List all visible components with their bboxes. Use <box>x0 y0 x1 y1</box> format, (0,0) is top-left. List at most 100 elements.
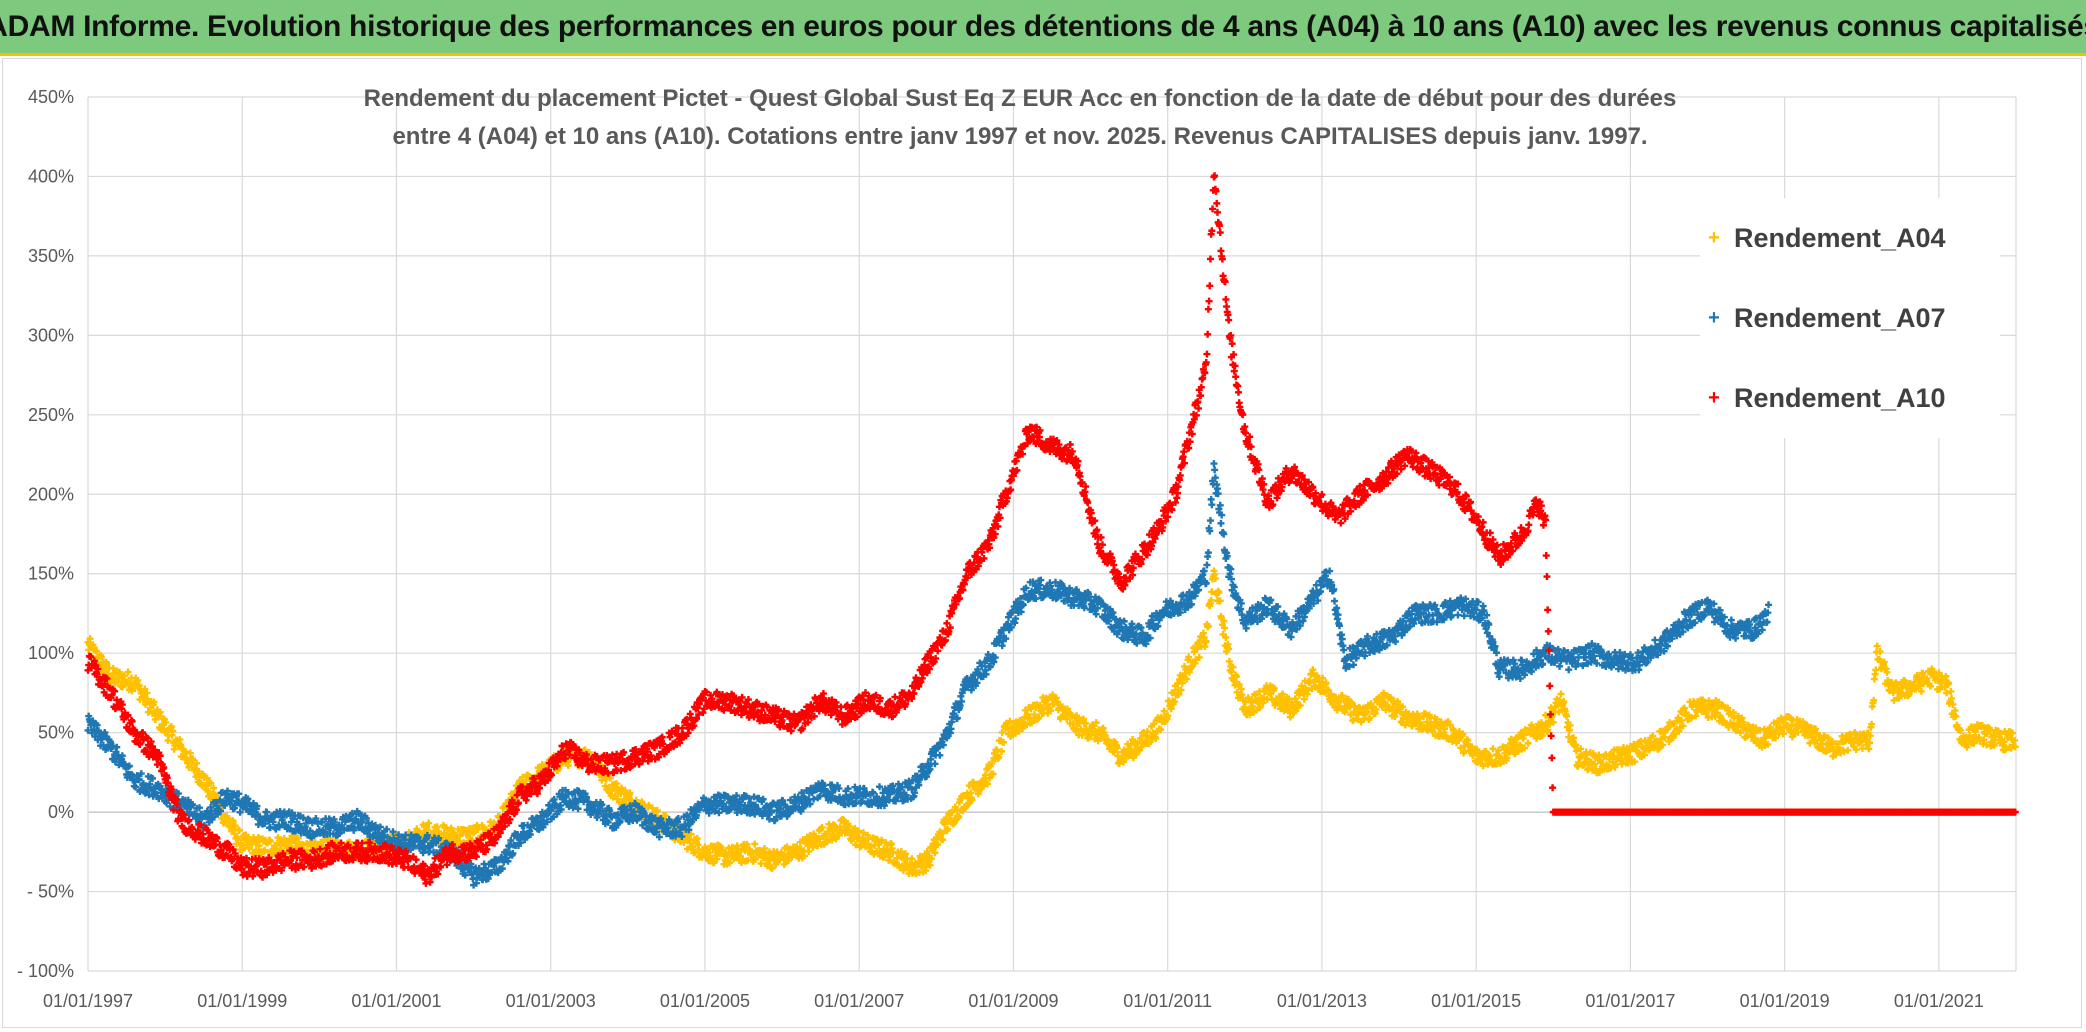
data-point-rendement_a04 <box>968 796 976 804</box>
data-point-rendement_a04 <box>840 816 848 824</box>
y-tick-label: 450% <box>28 87 74 107</box>
data-point-rendement_a04 <box>1110 748 1118 756</box>
data-point-rendement_a04 <box>1200 633 1208 641</box>
data-point-rendement_a04 <box>144 708 152 716</box>
y-tick-label: 50% <box>38 723 74 743</box>
y-tick-label: 250% <box>28 405 74 425</box>
chart-frame <box>2 58 2082 1028</box>
data-point-rendement_a04 <box>245 845 253 853</box>
data-point-rendement_a04 <box>235 826 243 834</box>
data-point-rendement_a04 <box>169 727 177 735</box>
data-point-rendement_a04 <box>988 759 996 767</box>
data-point-rendement_a04 <box>1047 707 1055 715</box>
data-point-rendement_a04 <box>931 849 939 857</box>
data-point-rendement_a04 <box>854 827 862 835</box>
data-point-rendement_a04 <box>1152 735 1160 742</box>
data-point-rendement_a04 <box>885 856 893 864</box>
data-point-rendement_a07 <box>1208 501 1216 509</box>
data-point-rendement_a04 <box>828 836 836 844</box>
data-point-rendement_a04 <box>1177 686 1185 694</box>
data-point-rendement_a04 <box>203 774 211 782</box>
data-point-rendement_a04 <box>886 853 894 861</box>
x-tick-label: 01/01/2005 <box>660 991 750 1011</box>
data-point-rendement_a04 <box>1178 679 1186 687</box>
x-tick-label: 01/01/2017 <box>1585 991 1675 1011</box>
data-point-rendement_a04 <box>162 718 170 726</box>
data-point-rendement_a04 <box>998 747 1006 755</box>
x-tick-label: 01/01/2011 <box>1123 991 1212 1011</box>
data-point-rendement_a04 <box>757 860 765 868</box>
data-point-rendement_a04 <box>812 832 820 840</box>
y-tick-label: - 50% <box>27 882 74 902</box>
data-point-rendement_a04 <box>719 846 727 854</box>
data-point-rendement_a04 <box>793 843 801 851</box>
data-point-rendement_a04 <box>433 823 441 831</box>
data-point-rendement_a04 <box>1157 726 1165 734</box>
data-point-rendement_a04 <box>1232 673 1240 681</box>
data-point-rendement_a04 <box>181 748 189 756</box>
data-point-rendement_a04 <box>1183 675 1191 683</box>
data-point-rendement_a04 <box>581 746 589 754</box>
data-point-rendement_a04 <box>998 728 1006 736</box>
data-point-rendement_a07 <box>1340 646 1348 654</box>
data-point-rendement_a04 <box>1222 634 1230 642</box>
data-point-rendement_a04 <box>1220 624 1228 632</box>
x-tick-label: 01/01/2009 <box>968 991 1058 1011</box>
y-tick-label: 100% <box>28 643 74 663</box>
data-point-rendement_a04 <box>1006 717 1014 725</box>
x-tick-label: 01/01/2007 <box>814 991 904 1011</box>
data-point-rendement_a07 <box>936 751 944 759</box>
data-point-rendement_a04 <box>1035 713 1043 721</box>
data-point-rendement_a04 <box>995 753 1003 761</box>
data-point-rendement_a04 <box>743 840 751 848</box>
data-point-rendement_a04 <box>167 723 175 731</box>
data-point-rendement_a04 <box>1233 688 1241 696</box>
data-point-rendement_a04 <box>927 855 935 863</box>
data-point-rendement_a04 <box>1207 596 1215 604</box>
data-point-rendement_a04 <box>1019 725 1027 733</box>
data-point-rendement_a04 <box>1216 597 1224 605</box>
x-tick-label: 01/01/2015 <box>1431 991 1521 1011</box>
data-point-rendement_a04 <box>1195 653 1203 661</box>
data-point-rendement_a04 <box>1167 705 1175 713</box>
data-point-rendement_a04 <box>809 843 817 851</box>
data-point-rendement_a04 <box>989 770 997 778</box>
data-point-rendement_a04 <box>613 780 621 788</box>
data-point-rendement_a04 <box>1229 663 1237 671</box>
data-point-rendement_a04 <box>1160 707 1168 715</box>
data-point-rendement_a04 <box>1073 712 1081 720</box>
data-point-rendement_a04 <box>266 837 274 845</box>
data-point-rendement_a04 <box>1114 752 1122 760</box>
data-points <box>84 172 2019 889</box>
data-point-rendement_a04 <box>751 840 759 848</box>
data-point-rendement_a04 <box>993 746 1001 754</box>
data-point-rendement_a04 <box>1225 645 1233 653</box>
data-point-rendement_a04 <box>135 681 143 689</box>
data-point-rendement_a04 <box>1193 645 1201 653</box>
data-point-rendement_a04 <box>97 653 105 661</box>
data-point-rendement_a04 <box>1063 715 1071 723</box>
data-point-rendement_a04 <box>209 784 217 792</box>
data-point-rendement_a04 <box>231 830 239 838</box>
data-point-rendement_a04 <box>626 789 634 797</box>
data-point-rendement_a07 <box>1210 460 1218 468</box>
data-point-rendement_a04 <box>926 861 934 869</box>
data-point-rendement_a04 <box>435 828 443 836</box>
data-point-rendement_a04 <box>1204 622 1212 630</box>
data-point-rendement_a04 <box>923 848 931 856</box>
data-point-rendement_a04 <box>564 762 572 770</box>
data-point-rendement_a04 <box>948 808 956 816</box>
data-point-rendement_a04 <box>207 779 215 787</box>
data-point-rendement_a04 <box>255 842 263 850</box>
data-point-rendement_a04 <box>1235 681 1243 689</box>
data-point-rendement_a04 <box>1208 588 1216 596</box>
data-point-rendement_a04 <box>1202 637 1210 645</box>
data-point-rendement_a07 <box>1565 666 1573 674</box>
data-point-rendement_a04 <box>150 698 158 706</box>
x-tick-label: 01/01/1999 <box>197 991 287 1011</box>
y-tick-label: 200% <box>28 484 74 504</box>
data-point-rendement_a07 <box>1211 466 1219 474</box>
data-point-rendement_a04 <box>908 855 916 863</box>
data-point-rendement_a04 <box>193 759 201 767</box>
x-axis-ticks: 01/01/1997 01/01/1999 01/01/2001 01/01/2003… <box>43 991 1984 1011</box>
